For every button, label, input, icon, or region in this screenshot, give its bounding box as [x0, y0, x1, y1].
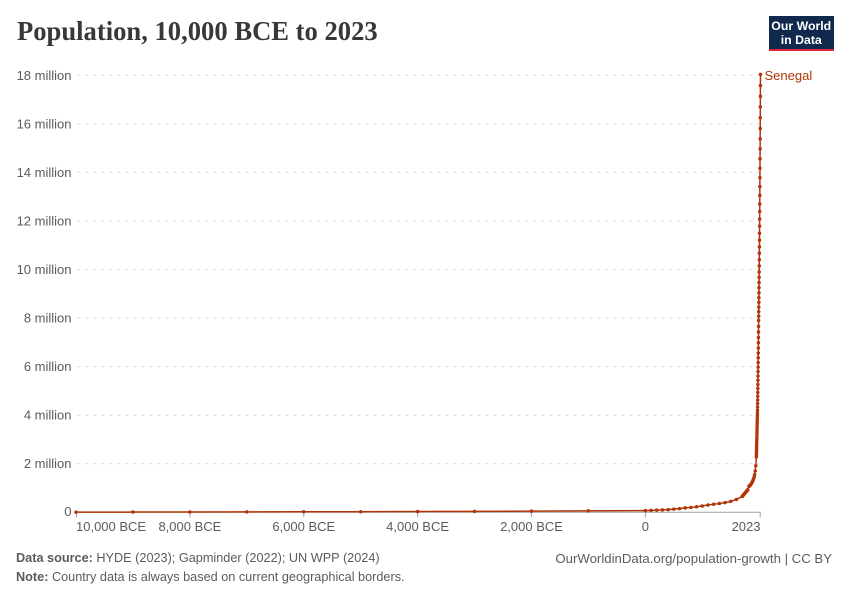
svg-text:8,000 BCE: 8,000 BCE	[158, 519, 221, 534]
svg-text:4,000 BCE: 4,000 BCE	[386, 519, 449, 534]
svg-text:2023: 2023	[732, 519, 761, 534]
svg-text:12 million: 12 million	[17, 214, 72, 229]
svg-text:0: 0	[642, 519, 649, 534]
svg-text:10,000 BCE: 10,000 BCE	[76, 519, 146, 534]
svg-text:2,000 BCE: 2,000 BCE	[500, 519, 563, 534]
svg-text:16 million: 16 million	[17, 116, 72, 131]
svg-text:18 million: 18 million	[17, 68, 72, 83]
svg-text:2 million: 2 million	[24, 456, 72, 471]
svg-text:14 million: 14 million	[17, 165, 72, 180]
svg-text:Senegal: Senegal	[765, 68, 813, 83]
svg-text:10 million: 10 million	[17, 262, 72, 277]
svg-text:6 million: 6 million	[24, 359, 72, 374]
svg-text:8 million: 8 million	[24, 311, 72, 326]
svg-text:6,000 BCE: 6,000 BCE	[272, 519, 335, 534]
svg-text:4 million: 4 million	[24, 408, 72, 423]
svg-text:0: 0	[64, 504, 71, 519]
